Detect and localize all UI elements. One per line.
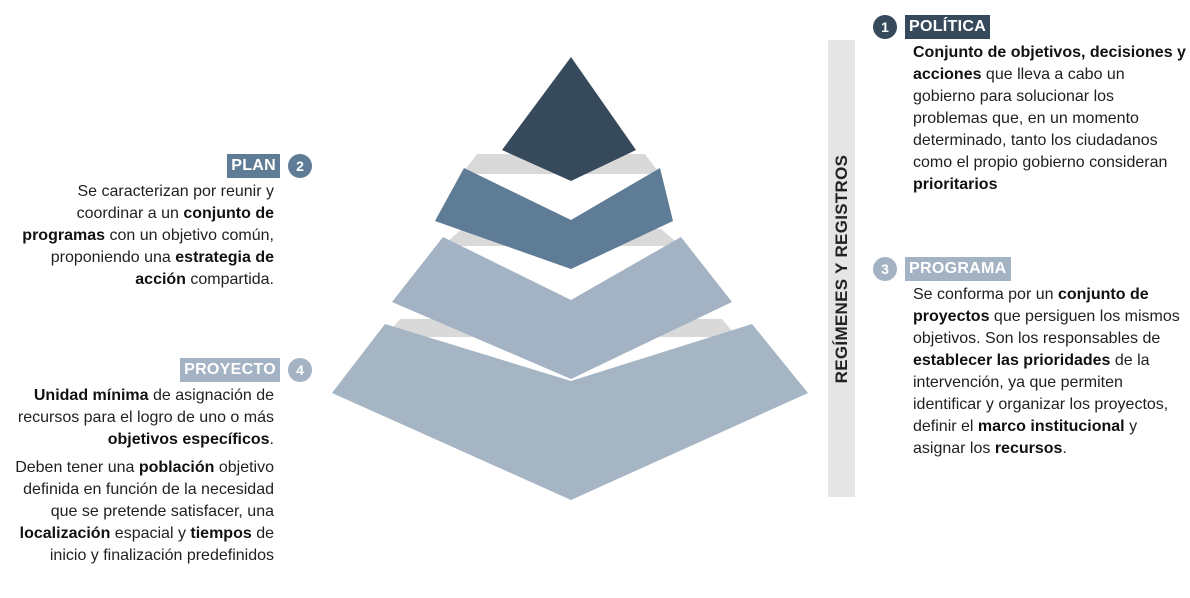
text-8: . <box>1062 440 1067 457</box>
text-2: objetivo definida en función de la neces… <box>23 459 274 520</box>
plan-number-badge: 2 <box>288 154 312 178</box>
text-2: con un objetivo común, proponiendo una <box>50 227 274 266</box>
proyecto-paragraph-2: Deben tener una población objetivo defin… <box>0 457 274 567</box>
bold-text-5: marco institucional <box>977 418 1125 435</box>
bold-text-3: localización <box>19 525 111 542</box>
text-0: Se caracterizan por reunir y coordinar a… <box>76 183 274 222</box>
plan-description: Se caracterizan por reunir y coordinar a… <box>10 181 312 291</box>
text-4: de la intervención, ya que permiten iden… <box>913 352 1169 435</box>
programa-block: 3 PROGRAMA Se conforma por un conjunto d… <box>873 256 1188 460</box>
pyramid-level-programa <box>392 237 732 379</box>
regimenes-registros-label: REGÍMENES Y REGISTROS <box>831 154 851 383</box>
proyecto-title: PROYECTO <box>180 358 280 382</box>
bold-text-3: establecer las prioridades <box>913 352 1111 369</box>
text-2: que persiguen los mismos objetivos. Son … <box>913 308 1180 347</box>
politica-description: Conjunto de objetivos, decisiones y acci… <box>873 42 1188 196</box>
proyecto-paragraph-1: Unidad mínima de asignación de recursos … <box>0 385 274 451</box>
bold-text-5: tiempos <box>190 525 252 542</box>
text-1: que lleva a cabo un gobierno para soluci… <box>913 66 1168 171</box>
bold-text-3: estrategia de acción <box>135 249 274 288</box>
politica-number-badge: 1 <box>873 15 897 39</box>
proyecto-block: PROYECTO 4 Unidad mínima de asignación d… <box>0 357 312 567</box>
bold-text-1: población <box>138 459 215 476</box>
bold-text-2: objetivos específicos <box>107 431 270 448</box>
pyramid-level-plan <box>435 168 673 269</box>
pyramid-diagram <box>332 57 808 500</box>
bold-text-1: conjunto de proyectos <box>913 286 1149 325</box>
programa-description: Se conforma por un conjunto de proyectos… <box>873 284 1188 460</box>
politica-title: POLÍTICA <box>905 15 991 39</box>
regimenes-registros-bar: REGÍMENES Y REGISTROS <box>828 40 855 497</box>
proyecto-description: Unidad mínima de asignación de recursos … <box>0 385 312 567</box>
bold-text-2: prioritarios <box>913 176 998 193</box>
text-6: y asignar los <box>913 418 1138 457</box>
programa-paragraph: Se conforma por un conjunto de proyectos… <box>913 284 1188 460</box>
plan-block: PLAN 2 Se caracterizan por reunir y coor… <box>10 153 312 291</box>
pyramid-level-proyecto <box>332 324 808 500</box>
text-4: espacial y <box>110 525 191 542</box>
bold-text-0: Conjunto de objetivos, decisiones y acci… <box>913 44 1186 83</box>
programa-title: PROGRAMA <box>905 257 1011 281</box>
plan-title: PLAN <box>227 154 280 178</box>
text-4: compartida. <box>185 271 274 288</box>
politica-paragraph: Conjunto de objetivos, decisiones y acci… <box>913 42 1188 196</box>
text-0: Se conforma por un <box>913 286 1058 303</box>
bold-text-7: recursos <box>994 440 1063 457</box>
plan-paragraph: Se caracterizan por reunir y coordinar a… <box>10 181 274 291</box>
programa-number-badge: 3 <box>873 257 897 281</box>
pyramid-level-politica <box>502 57 636 181</box>
proyecto-number-badge: 4 <box>288 358 312 382</box>
text-3: . <box>269 431 274 448</box>
text-1: de asignación de recursos para el logro … <box>17 387 274 426</box>
text-6: de inicio y finalización predefinidos <box>49 525 274 564</box>
text-0: Deben tener una <box>15 459 139 476</box>
politica-block: 1 POLÍTICA Conjunto de objetivos, decisi… <box>873 14 1188 196</box>
bold-text-1: conjunto de programas <box>22 205 274 244</box>
bold-text-0: Unidad mínima <box>33 387 149 404</box>
